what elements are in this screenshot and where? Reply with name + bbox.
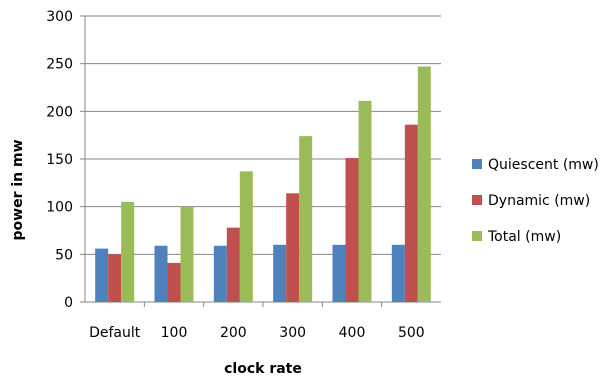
legend: Quiescent (mw) Dynamic (mw) Total (mw) bbox=[472, 157, 599, 245]
gridlines bbox=[85, 15, 441, 255]
bar bbox=[273, 244, 287, 302]
axes bbox=[80, 15, 441, 307]
legend-label: Quiescent (mw) bbox=[488, 157, 599, 173]
x-tick-label: 100 bbox=[161, 325, 188, 341]
x-axis-title: clock rate bbox=[224, 361, 302, 377]
y-tick-label: 50 bbox=[55, 247, 73, 263]
bar bbox=[391, 244, 405, 302]
y-tick-label: 250 bbox=[46, 57, 73, 73]
bar bbox=[358, 100, 372, 302]
bar bbox=[95, 248, 109, 302]
legend-swatch bbox=[472, 195, 482, 205]
bar bbox=[226, 227, 240, 302]
y-tick-label: 200 bbox=[46, 104, 73, 120]
bar bbox=[108, 254, 122, 302]
bar bbox=[332, 244, 346, 302]
legend-swatch bbox=[472, 159, 482, 169]
y-tick-label: 150 bbox=[46, 152, 73, 168]
legend-label: Total (mw) bbox=[487, 229, 561, 245]
y-tick-label: 300 bbox=[46, 9, 73, 25]
bar bbox=[167, 262, 181, 302]
bar bbox=[345, 158, 359, 302]
x-tick-label: 200 bbox=[220, 325, 247, 341]
y-tick-label: 100 bbox=[46, 200, 73, 216]
bar bbox=[286, 193, 300, 302]
bar bbox=[299, 136, 313, 302]
y-tick-label: 0 bbox=[64, 295, 73, 311]
legend-label: Dynamic (mw) bbox=[488, 193, 590, 209]
bar bbox=[417, 66, 431, 302]
legend-swatch bbox=[472, 231, 482, 241]
bar bbox=[239, 171, 253, 302]
x-tick-labels: Default 100 200 300 400 500 bbox=[89, 325, 425, 341]
bars bbox=[95, 66, 431, 303]
y-tick-labels: 0 50 100 150 200 250 300 bbox=[46, 9, 73, 311]
bar bbox=[154, 245, 168, 302]
bar bbox=[213, 245, 227, 302]
y-axis-title: power in mw bbox=[10, 139, 26, 240]
x-tick-label: 500 bbox=[398, 325, 425, 341]
x-tick-label: 300 bbox=[279, 325, 306, 341]
bar bbox=[121, 201, 135, 302]
x-tick-label: Default bbox=[89, 325, 141, 341]
x-tick-label: 400 bbox=[339, 325, 366, 341]
bar bbox=[180, 206, 194, 302]
bar bbox=[404, 124, 418, 303]
